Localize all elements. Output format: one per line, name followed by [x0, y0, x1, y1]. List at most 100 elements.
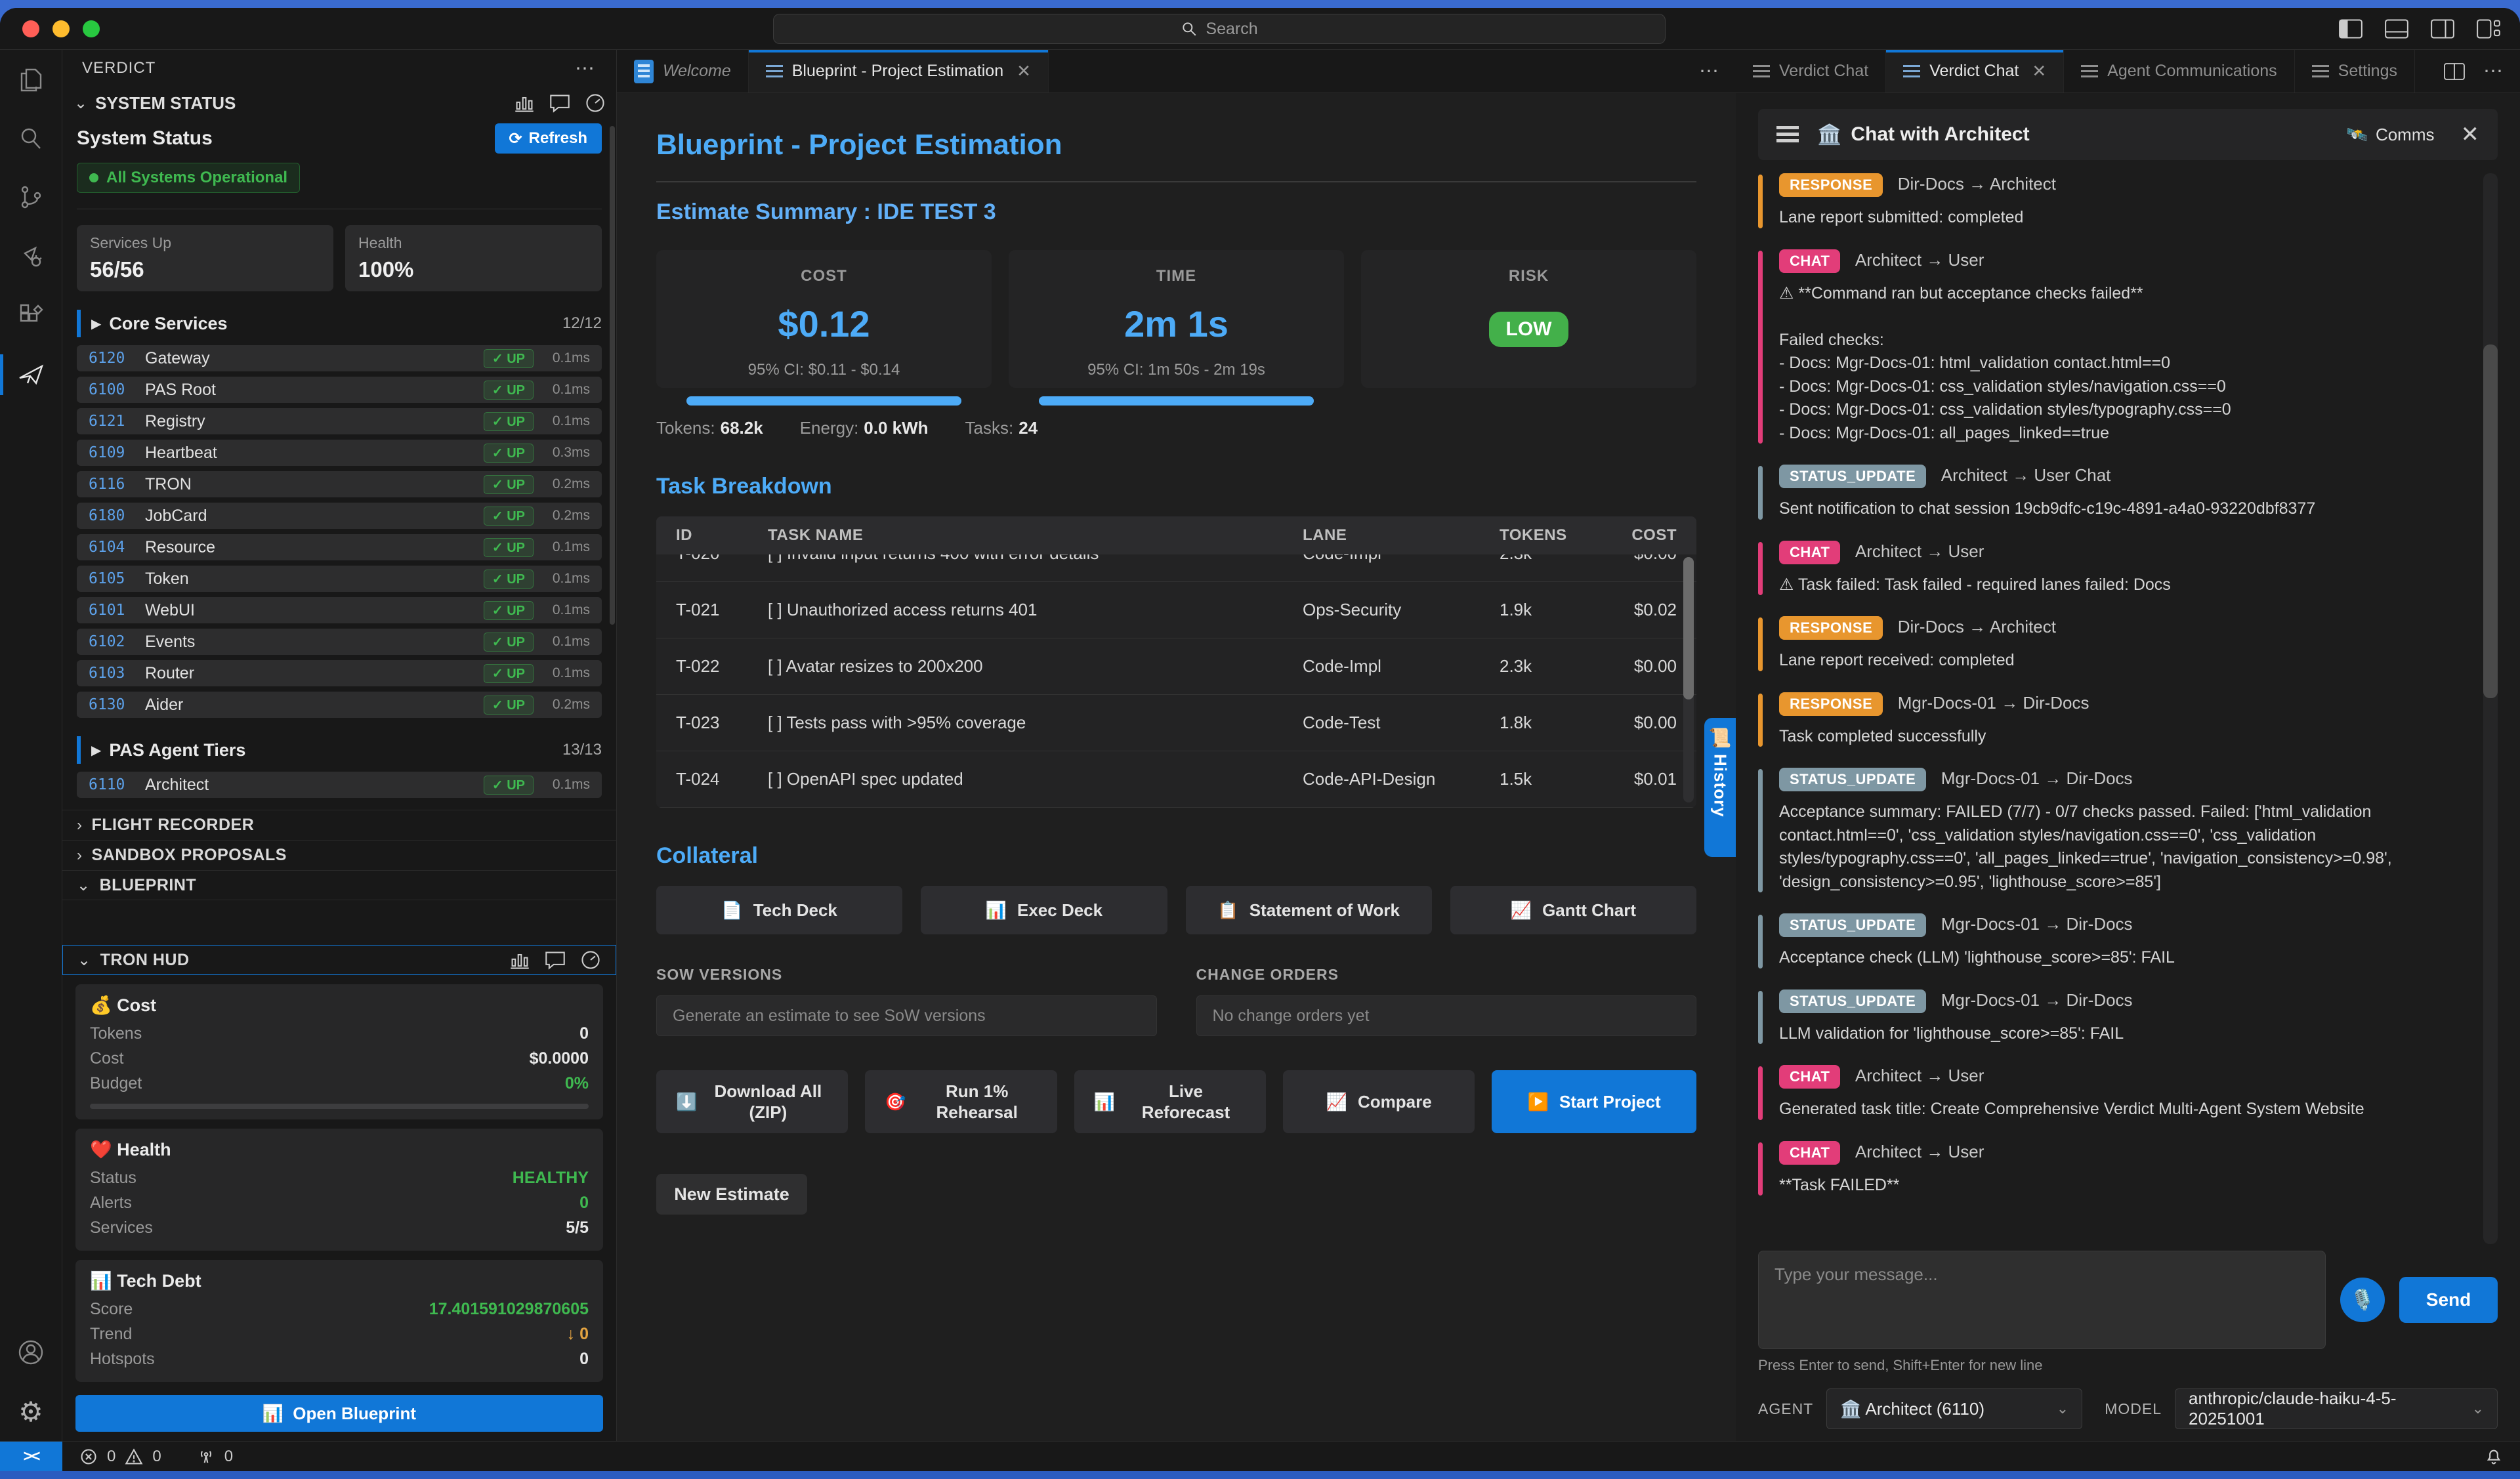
section-system-status[interactable]: ⌄ SYSTEM STATUS: [62, 87, 616, 119]
action-button[interactable]: 📈 Compare: [1283, 1070, 1475, 1133]
service-row[interactable]: 6180 JobCard ✓ UP 0.2ms: [77, 503, 602, 529]
gauge-icon[interactable]: [585, 93, 606, 113]
close-tab-icon[interactable]: ✕: [1017, 61, 1031, 81]
service-up-badge: ✓ UP: [484, 633, 534, 652]
deck-button[interactable]: 📄 Tech Deck: [656, 886, 902, 934]
notifications-bell-icon[interactable]: [2485, 1448, 2503, 1466]
warnings-count[interactable]: 0: [152, 1448, 161, 1466]
run-debug-icon[interactable]: [0, 227, 62, 286]
command-center-search[interactable]: Search: [773, 14, 1666, 44]
tab-blueprint-project-estimation[interactable]: Blueprint - Project Estimation ✕: [749, 50, 1049, 93]
tab-settings[interactable]: Settings: [2295, 50, 2415, 93]
action-button[interactable]: ⬇️ Download All (ZIP): [656, 1070, 848, 1133]
errors-count[interactable]: 0: [107, 1448, 116, 1466]
send-button[interactable]: Send: [2399, 1277, 2498, 1323]
microphone-button[interactable]: 🎙️: [2340, 1278, 2385, 1322]
comms-button[interactable]: 🛰️ Comms: [2347, 125, 2435, 145]
action-button[interactable]: ▶️ Start Project: [1492, 1070, 1696, 1133]
section-flight-recorder[interactable]: › FLIGHT RECORDER: [62, 810, 616, 840]
accounts-icon[interactable]: [0, 1323, 62, 1382]
explorer-icon[interactable]: [0, 50, 62, 109]
table-row[interactable]: T-024 [ ] OpenAPI spec updated Code-API-…: [656, 751, 1696, 808]
close-tab-icon[interactable]: ✕: [2032, 61, 2046, 81]
messages-scrollbar[interactable]: [2483, 173, 2498, 1244]
group-label: PAS Agent Tiers: [109, 740, 245, 760]
section-blueprint[interactable]: ⌄ BLUEPRINT: [62, 870, 616, 900]
customize-layout-icon[interactable]: [2477, 19, 2500, 39]
group-pas-agent-tiers[interactable]: ▶ PAS Agent Tiers 13/13: [77, 736, 602, 764]
tab-verdict-chat-1[interactable]: Verdict Chat: [1736, 50, 1886, 93]
service-up-badge: ✓ UP: [484, 412, 534, 431]
toggle-primary-sidebar-icon[interactable]: [2339, 19, 2362, 39]
comment-icon[interactable]: [549, 93, 570, 113]
gauge-icon[interactable]: [580, 950, 601, 970]
settings-gear-icon[interactable]: ⚙: [0, 1382, 62, 1441]
errors-icon[interactable]: [79, 1448, 98, 1466]
chat-message-input[interactable]: [1758, 1251, 2326, 1349]
service-row[interactable]: 6109 Heartbeat ✓ UP 0.3ms: [77, 440, 602, 466]
desktop-background: ← → Search ⚙ VERDI: [0, 0, 2520, 1479]
open-blueprint-button[interactable]: 📊 Open Blueprint: [75, 1395, 603, 1432]
close-chat-icon[interactable]: ✕: [2461, 121, 2480, 148]
close-window-button[interactable]: [22, 20, 39, 37]
agent-select[interactable]: 🏛️ Architect (6110) ⌄: [1826, 1388, 2082, 1429]
task-id: T-020: [676, 554, 768, 564]
service-row[interactable]: 6102 Events ✓ UP 0.1ms: [77, 629, 602, 655]
tab-agent-communications[interactable]: Agent Communications: [2064, 50, 2294, 93]
split-editor-icon[interactable]: [2444, 62, 2465, 81]
group-core-services[interactable]: ▶ Core Services 12/12: [77, 310, 602, 337]
menu-icon[interactable]: [1776, 126, 1799, 143]
service-row[interactable]: 6105 Token ✓ UP 0.1ms: [77, 566, 602, 592]
chart-icon[interactable]: [514, 93, 535, 113]
comment-icon[interactable]: [545, 950, 566, 970]
sidebar-more-actions-icon[interactable]: ⋯: [575, 57, 597, 80]
search-view-icon[interactable]: [0, 109, 62, 168]
service-latency: 0.1ms: [534, 539, 590, 555]
toggle-panel-icon[interactable]: [2385, 19, 2408, 39]
verdict-extension-icon[interactable]: [0, 345, 62, 404]
service-row[interactable]: 6120 Gateway ✓ UP 0.1ms: [77, 345, 602, 371]
ports-icon[interactable]: [197, 1448, 215, 1466]
deck-button[interactable]: 📈 Gantt Chart: [1450, 886, 1696, 934]
service-row[interactable]: 6103 Router ✓ UP 0.1ms: [77, 660, 602, 686]
minimize-window-button[interactable]: [52, 20, 70, 37]
service-row[interactable]: 6130 Aider ✓ UP 0.2ms: [77, 692, 602, 718]
deck-button[interactable]: 📊 Exec Deck: [921, 886, 1167, 934]
tab-welcome[interactable]: Welcome: [617, 50, 749, 93]
comms-label: Comms: [2376, 125, 2435, 145]
ports-count[interactable]: 0: [224, 1448, 233, 1466]
remote-indicator[interactable]: ><: [0, 1442, 62, 1471]
table-scrollbar[interactable]: [1683, 557, 1694, 802]
service-row[interactable]: 6104 Resource ✓ UP 0.1ms: [77, 534, 602, 560]
refresh-button[interactable]: ⟳ Refresh: [495, 123, 602, 154]
task-name: [ ] OpenAPI spec updated: [768, 769, 1303, 789]
history-tab[interactable]: 📜 History: [1704, 718, 1736, 857]
deck-button[interactable]: 📋 Statement of Work: [1186, 886, 1432, 934]
source-control-icon[interactable]: [0, 168, 62, 227]
zoom-window-button[interactable]: [83, 20, 100, 37]
sidebar-scrollbar[interactable]: [610, 126, 615, 625]
section-tron-hud[interactable]: ⌄ TRON HUD: [62, 945, 616, 975]
service-row[interactable]: 6110 Architect ✓ UP 0.1ms: [77, 772, 602, 798]
table-row[interactable]: T-022 [ ] Avatar resizes to 200x200 Code…: [656, 638, 1696, 695]
table-row[interactable]: T-023 [ ] Tests pass with >95% coverage …: [656, 695, 1696, 751]
tab-verdict-chat-2[interactable]: Verdict Chat ✕: [1886, 50, 2064, 93]
editor-more-actions-icon[interactable]: ⋯: [1699, 60, 1719, 83]
service-row[interactable]: 6121 Registry ✓ UP 0.1ms: [77, 408, 602, 434]
action-button[interactable]: 📊 Live Reforecast: [1074, 1070, 1266, 1133]
new-estimate-button[interactable]: New Estimate: [656, 1174, 807, 1215]
service-row[interactable]: 6101 WebUI ✓ UP 0.1ms: [77, 597, 602, 623]
action-button[interactable]: 🎯 Run 1% Rehearsal: [865, 1070, 1057, 1133]
chart-icon[interactable]: [509, 950, 530, 970]
table-row[interactable]: T-021 [ ] Unauthorized access returns 40…: [656, 582, 1696, 638]
panel-more-actions-icon[interactable]: ⋯: [2483, 60, 2503, 83]
warnings-icon[interactable]: [125, 1448, 143, 1466]
section-sandbox-proposals[interactable]: › SANDBOX PROPOSALS: [62, 840, 616, 870]
model-select[interactable]: anthropic/claude-haiku-4-5-20251001 ⌄: [2175, 1388, 2498, 1429]
toggle-secondary-sidebar-icon[interactable]: [2431, 19, 2454, 39]
action-button-icon: 📊: [1094, 1091, 1115, 1113]
table-row[interactable]: T-020 [ ] Invalid input returns 400 with…: [656, 554, 1696, 582]
service-row[interactable]: 6116 TRON ✓ UP 0.2ms: [77, 471, 602, 497]
extensions-icon[interactable]: [0, 286, 62, 345]
service-row[interactable]: 6100 PAS Root ✓ UP 0.1ms: [77, 377, 602, 403]
